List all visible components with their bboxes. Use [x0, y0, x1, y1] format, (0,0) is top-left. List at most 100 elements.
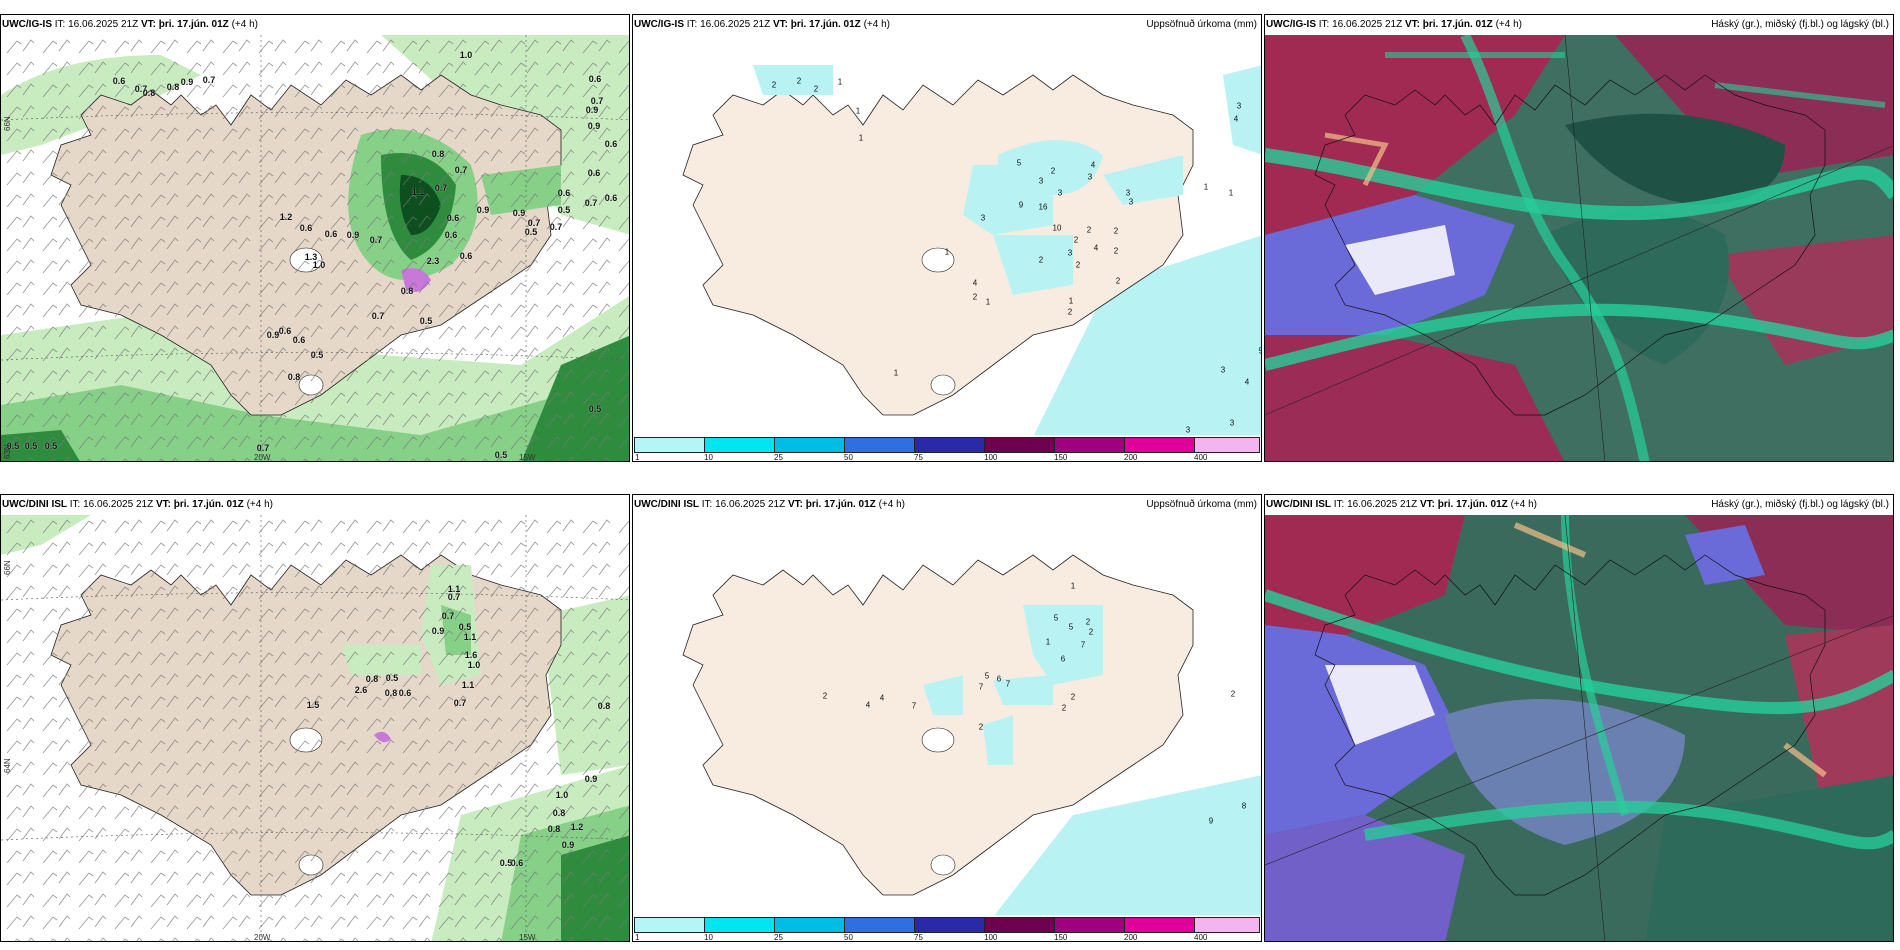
accum-label: 1	[1228, 188, 1234, 198]
precip-label: 0.6	[278, 326, 292, 336]
colorbar-tick: 1	[635, 933, 640, 942]
precip-label: 1.1	[461, 680, 475, 690]
accum-label: 4	[1233, 114, 1239, 124]
map-precip-accum[interactable]: 1 5 5 2 2 1 7 6 5 6 7 7 2 4 7 2 4 2 2 2 …	[633, 515, 1261, 917]
map-cloud-layers[interactable]	[1265, 35, 1893, 461]
map-wind-precip[interactable]: 1.0 0.6 0.7 0.8 0.8 0.9 0.7 0.6 0.7 0.9 …	[1, 35, 629, 462]
precip-label: 0.7	[454, 165, 468, 175]
colorbar-tick: 400	[1194, 933, 1208, 942]
map-precip-accum[interactable]: 2 2 2 1 1 1 3 4 5 2 4 3 3 3 3 3 1 1 16 9…	[633, 35, 1261, 437]
axis-label-66n: 66N	[3, 116, 12, 131]
panel-header: UWC/DINI ISL IT: 16.06.2025 21Z VT: þri.…	[2, 499, 273, 510]
precip-label: 0.7	[369, 235, 383, 245]
precip-label: 1.6	[464, 650, 478, 660]
precip-label: 0.9	[585, 105, 599, 115]
accum-label: 4	[879, 693, 885, 703]
colorbar-box	[1054, 437, 1125, 453]
precip-label: 1.2	[570, 822, 584, 832]
panel-right-title: Háský (gr.), miðský (fj.bl.) og lágský (…	[1711, 19, 1889, 30]
precip-label: 0.9	[587, 121, 601, 131]
precip-label: 1.0	[467, 660, 481, 670]
panel-ig-precip-accum: UWC/IG-IS IT: 16.06.2025 21Z VT: þri. 17…	[632, 14, 1262, 462]
precip-label: 0.5	[588, 404, 602, 414]
accum-label: 1	[944, 247, 950, 257]
accum-label: 1	[985, 297, 991, 307]
colorbar-tick: 150	[1054, 933, 1068, 942]
accum-label: 3	[1038, 176, 1044, 186]
precip-label: 0.6	[398, 688, 412, 698]
precip-label: 0.7	[202, 75, 216, 85]
precip-label: 0.5	[44, 441, 58, 451]
precip-label: 1.2	[279, 212, 293, 222]
precip-label: 0.5	[557, 205, 571, 215]
colorbar-box	[1054, 917, 1125, 933]
precip-label: 0.6	[324, 229, 338, 239]
precip-label: 1.1	[411, 187, 425, 197]
precip-label: 0.6	[604, 139, 618, 149]
map-cloud-layers[interactable]	[1265, 515, 1893, 941]
accum-label: 3	[1067, 248, 1073, 258]
precip-label: 0.9	[476, 205, 490, 215]
panel-dini-clouds: UWC/DINI ISL IT: 16.06.2025 21Z VT: þri.…	[1264, 494, 1894, 942]
precip-label: 0.7	[447, 592, 461, 602]
accum-label: 2	[813, 84, 819, 94]
accum-label: 7	[1080, 640, 1086, 650]
precip-colorbar: 1 10 25 50 75 100 150 200 400	[633, 435, 1261, 461]
panel-header: UWC/IG-IS IT: 16.06.2025 21Z VT: þri. 17…	[634, 19, 1257, 30]
axis-label-20w: 20W	[254, 453, 271, 462]
accum-label: 3	[1229, 418, 1235, 428]
precip-label: 0.9	[431, 626, 445, 636]
accum-label: 7	[1005, 679, 1011, 689]
colorbar-box	[704, 917, 775, 933]
precip-label: 0.8	[142, 88, 156, 98]
precip-label: 0.6	[557, 188, 571, 198]
accum-label: 8	[1241, 801, 1247, 811]
colorbar-tick: 10	[704, 453, 713, 462]
colorbar-tick: 100	[984, 933, 998, 942]
map-wind-precip[interactable]: 1.1 0.7 0.7 0.9 0.5 1.1 1.6 1.0 1.1 0.7 …	[1, 515, 629, 941]
colorbar-box	[1124, 917, 1195, 933]
accum-label: 2	[1050, 166, 1056, 176]
colorbar-tick: 50	[844, 453, 853, 462]
accum-label: 7	[911, 701, 917, 711]
precip-label: 0.5	[385, 673, 399, 683]
precip-label: 0.5	[310, 350, 324, 360]
accum-label: 2	[972, 292, 978, 302]
precip-label: 0.8	[431, 149, 445, 159]
accum-label: 3	[980, 213, 986, 223]
accum-label: 2	[796, 76, 802, 86]
precip-label: 0.7	[371, 311, 385, 321]
precip-label: 0.9	[266, 330, 280, 340]
accum-label: 3	[1057, 188, 1063, 198]
colorbar-box	[1194, 917, 1260, 933]
colorbar-box	[914, 437, 985, 453]
accum-label: 5	[1259, 347, 1261, 356]
accum-label: 2	[1038, 255, 1044, 265]
colorbar-box	[1194, 437, 1260, 453]
accum-label: 4	[1090, 160, 1096, 170]
precip-label: 0.7	[434, 183, 448, 193]
accum-label: 2	[1113, 246, 1119, 256]
precip-label: 0.8	[365, 674, 379, 684]
accum-label: 5	[1016, 158, 1022, 168]
accum-label: 6	[1060, 654, 1066, 664]
accum-label: 2	[771, 80, 777, 90]
accum-label: 1	[858, 133, 864, 143]
accum-label: 5	[1068, 622, 1074, 632]
precip-label: 0.8	[552, 808, 566, 818]
panel-right-title: Uppsöfnuð úrkoma (mm)	[1146, 499, 1257, 510]
panel-dini-wind-precip: UWC/DINI ISL IT: 16.06.2025 21Z VT: þri.…	[0, 494, 630, 942]
axis-label-15w: 15W	[519, 453, 536, 462]
accum-label: 2	[822, 691, 828, 701]
colorbar-tick: 200	[1124, 933, 1138, 942]
accum-label: 1	[855, 106, 861, 116]
accum-label: 2	[1086, 225, 1092, 235]
colorbar-box	[634, 437, 705, 453]
accum-label: 4	[865, 700, 871, 710]
precip-label: 0.7	[441, 611, 455, 621]
precip-label: 0.6	[459, 251, 473, 261]
colorbar-tick: 10	[704, 933, 713, 942]
precip-label: 1.1	[447, 584, 461, 594]
panel-header: UWC/DINI ISL IT: 16.06.2025 21Z VT: þri.…	[634, 499, 1257, 510]
precip-label: 0.6	[588, 74, 602, 84]
